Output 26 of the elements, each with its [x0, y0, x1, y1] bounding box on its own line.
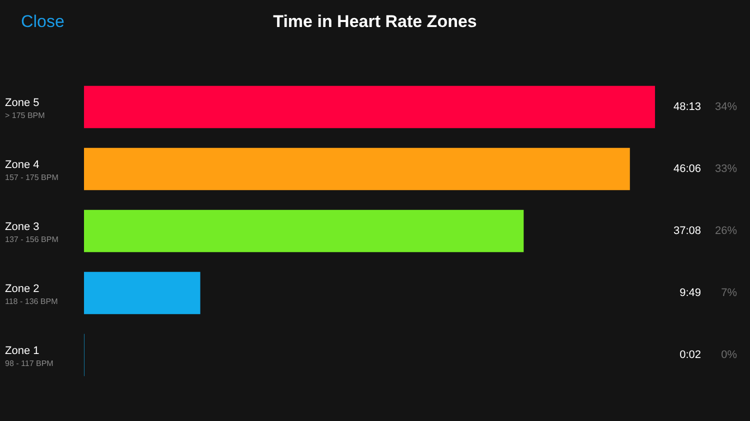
y-tick-label: Zone 3 [5, 221, 40, 233]
text: 0% [721, 349, 738, 361]
text: 26% [714, 225, 738, 237]
text: 33% [714, 163, 738, 175]
bar [84, 210, 524, 252]
data-label: 48:13 [673, 101, 701, 113]
y-tick-label: Zone 1 [5, 345, 40, 357]
text: 157 - 175 BPM [5, 173, 59, 182]
bar [84, 148, 630, 190]
data-label: 37:08 [673, 225, 701, 237]
bar [84, 86, 655, 128]
text: 7% [721, 287, 738, 299]
data-label: 46:06 [673, 163, 701, 175]
y-tick-label: Zone 5 [5, 97, 40, 109]
y-tick-label: Zone 2 [5, 283, 40, 295]
text: 34% [714, 101, 738, 113]
text: > 175 BPM [5, 111, 46, 120]
text: Close [21, 12, 64, 31]
chart-title: Time in Heart Rate Zones [273, 12, 477, 31]
text: 137 - 156 BPM [5, 235, 59, 244]
data-label: 0:02 [680, 349, 701, 361]
y-tick-label: Zone 4 [5, 159, 40, 171]
bar [84, 272, 200, 314]
text: 118 - 136 BPM [5, 297, 58, 306]
text: 98 - 117 BPM [5, 359, 54, 368]
data-label: 9:49 [680, 287, 701, 299]
